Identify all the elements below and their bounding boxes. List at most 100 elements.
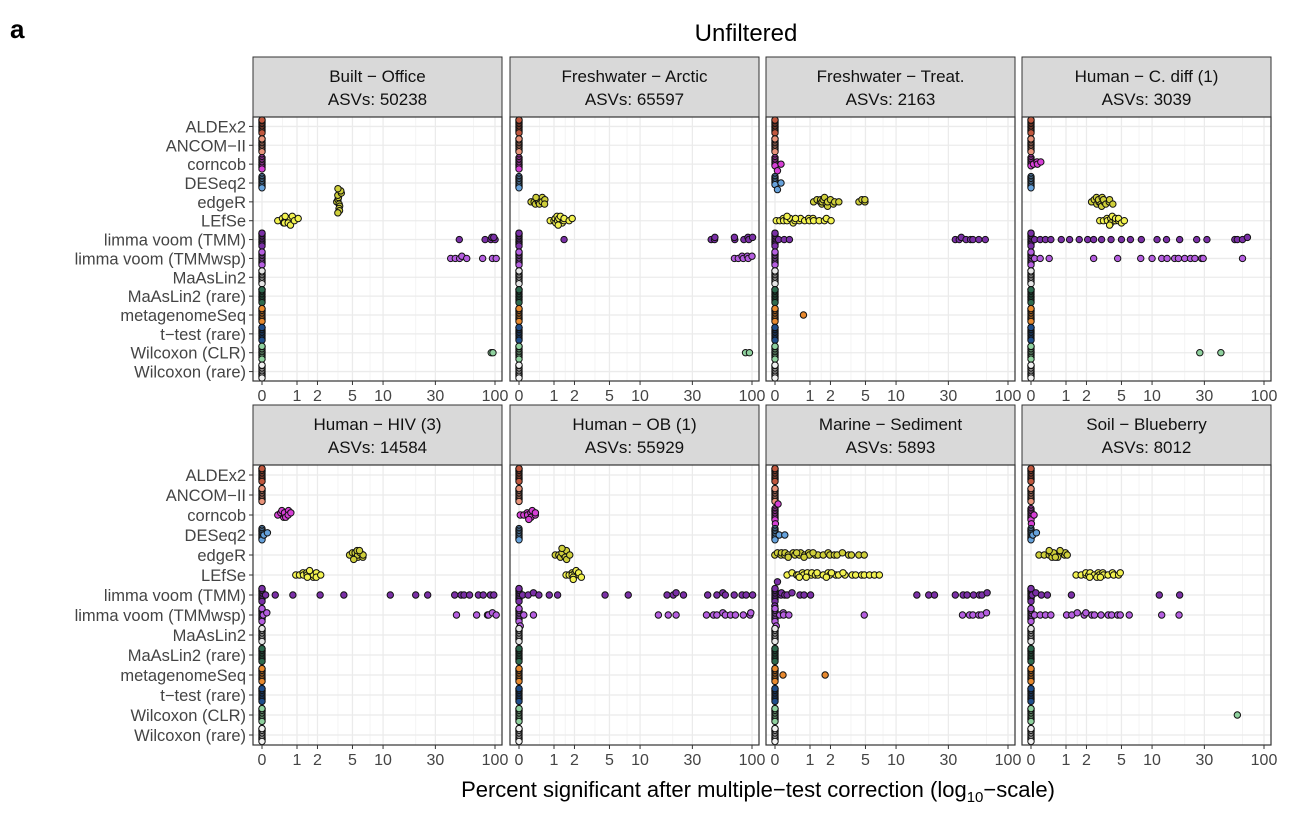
data-point-ancom-ii <box>258 147 266 156</box>
data-point-maaslin2-rare <box>771 657 779 666</box>
data-point-limma-voom-tmm <box>711 233 719 242</box>
facet-asv-count: ASVs: 2163 <box>846 90 936 109</box>
data-point-maaslin2 <box>771 624 779 633</box>
data-point-limma-voom-tmmwsp <box>1113 254 1122 263</box>
data-point-limma-voom-tmm <box>1047 235 1055 244</box>
data-point-maaslin2-rare <box>258 298 266 307</box>
x-tick-label: 5 <box>348 388 357 405</box>
data-point-metagenomeseq <box>771 677 779 686</box>
data-point-limma-voom-tmmwsp <box>515 604 523 613</box>
data-point-limma-voom-tmm <box>983 589 991 597</box>
x-tick-label: 2 <box>1082 388 1091 405</box>
data-point-limma-voom-tmm <box>1027 229 1035 237</box>
data-point-maaslin2-rare <box>1027 286 1035 294</box>
data-point-aldex2 <box>258 116 266 124</box>
data-point-limma-voom-tmm <box>1107 235 1115 244</box>
data-point-maaslin2-rare <box>1027 657 1035 666</box>
data-point-limma-voom-tmm <box>951 591 960 599</box>
data-point-limma-voom-tmm <box>679 591 688 599</box>
data-point-metagenomeseq <box>1027 304 1035 313</box>
facet-title: Marine − Sediment <box>819 415 962 434</box>
y-tick-label: Wilcoxon (CLR) <box>130 345 246 363</box>
y-tick-label: edgeR <box>197 194 246 212</box>
data-point-t-test-rare <box>258 323 266 332</box>
facet-built-office: Built − Office ASVs: 50238 0 1 2 5 10 30 100 ALDE… <box>75 56 508 405</box>
x-tick-label: 2 <box>570 752 579 769</box>
data-point-edger <box>1109 200 1117 208</box>
data-point-wilcoxon-clr <box>258 342 266 351</box>
x-tick-label: 30 <box>1195 752 1213 769</box>
plot-area <box>253 117 502 381</box>
data-point-maaslin2 <box>515 279 523 288</box>
data-point-metagenomeseq <box>1027 317 1035 326</box>
x-tick-label: 0 <box>1027 388 1036 405</box>
y-tick-label: DESeq2 <box>185 175 246 193</box>
data-point-maaslin2-rare <box>515 644 523 653</box>
x-tick-label: 1 <box>550 388 559 405</box>
data-point-aldex2 <box>1027 477 1035 486</box>
data-point-maaslin2-rare <box>515 657 523 666</box>
x-tick-label: 100 <box>1251 752 1278 769</box>
data-point-limma-voom-tmm <box>450 591 459 599</box>
y-tick-label: LEfSe <box>201 213 246 231</box>
panel-border <box>765 464 1016 746</box>
data-point-corncob <box>777 160 785 168</box>
x-tick-label: 5 <box>861 388 870 405</box>
data-point-ancom-ii <box>1027 484 1035 493</box>
data-point-t-test-rare <box>771 697 779 706</box>
data-point-aldex2 <box>771 129 779 137</box>
data-point-limma-voom-tmm <box>963 591 971 599</box>
data-point-limma-voom-tmmwsp <box>1163 254 1171 263</box>
data-point-limma-voom-tmm <box>1126 235 1135 244</box>
data-point-limma-voom-tmmwsp <box>731 611 740 619</box>
data-point-t-test-rare <box>515 336 523 344</box>
data-point-limma-voom-tmm <box>316 591 324 599</box>
data-point-edger <box>847 551 856 559</box>
x-tick-label: 0 <box>515 388 524 405</box>
data-point-limma-voom-tmm <box>289 591 297 599</box>
data-point-wilcoxon-clr <box>489 349 497 357</box>
data-point-limma-voom-tmm <box>515 242 523 250</box>
x-tick-label: 1 <box>1062 752 1071 769</box>
data-point-limma-voom-tmmwsp <box>664 611 672 619</box>
y-tick-label: edgeR <box>197 547 246 565</box>
x-tick-label: 30 <box>939 388 957 405</box>
plot-area <box>510 465 759 745</box>
data-point-wilcoxon-rare <box>515 737 523 746</box>
facet-title: Human − HIV (3) <box>313 415 441 434</box>
data-point-limma-voom-tmm <box>479 591 487 599</box>
data-point-metagenomeseq <box>258 677 266 686</box>
data-point-limma-voom-tmm <box>271 591 279 599</box>
y-tick-label: corncob <box>187 156 246 174</box>
data-point-limma-voom-tmmwsp <box>463 254 471 263</box>
data-point-limma-voom-tmmwsp <box>1089 254 1098 263</box>
y-tick-label: ALDEx2 <box>185 467 246 485</box>
data-point-limma-voom-tmmwsp <box>1191 254 1199 263</box>
data-point-limma-voom-tmmwsp <box>771 248 779 256</box>
x-tick-label: 100 <box>739 388 766 405</box>
data-point-aldex2 <box>771 477 779 486</box>
data-point-limma-voom-tmmwsp <box>452 611 461 619</box>
data-point-t-test-rare <box>1027 684 1035 693</box>
data-point-maaslin2-rare <box>1027 298 1035 307</box>
data-point-wilcoxon-rare <box>258 374 266 382</box>
x-tick-label: 100 <box>995 752 1022 769</box>
data-point-limma-voom-tmm <box>515 584 523 593</box>
plot-area <box>766 465 1015 745</box>
data-point-wilcoxon-clr <box>1196 349 1204 357</box>
facet-asv-count: ASVs: 8012 <box>1102 438 1192 457</box>
panel-border <box>509 464 760 746</box>
data-point-limma-voom-tmmwsp <box>702 611 711 619</box>
data-point-corncob <box>774 500 782 508</box>
data-point-edger <box>784 553 792 561</box>
data-point-maaslin2-rare <box>258 657 266 666</box>
data-point-limma-voom-tmm <box>1192 235 1201 244</box>
x-tick-label: 10 <box>887 752 905 769</box>
x-tick-label: 0 <box>771 388 780 405</box>
data-point-limma-voom-tmmwsp <box>1036 254 1044 263</box>
data-point-limma-voom-tmm <box>1175 591 1184 599</box>
facet-strip <box>1021 404 1272 466</box>
data-point-metagenomeseq <box>799 311 808 319</box>
data-point-metagenomeseq <box>821 671 829 679</box>
